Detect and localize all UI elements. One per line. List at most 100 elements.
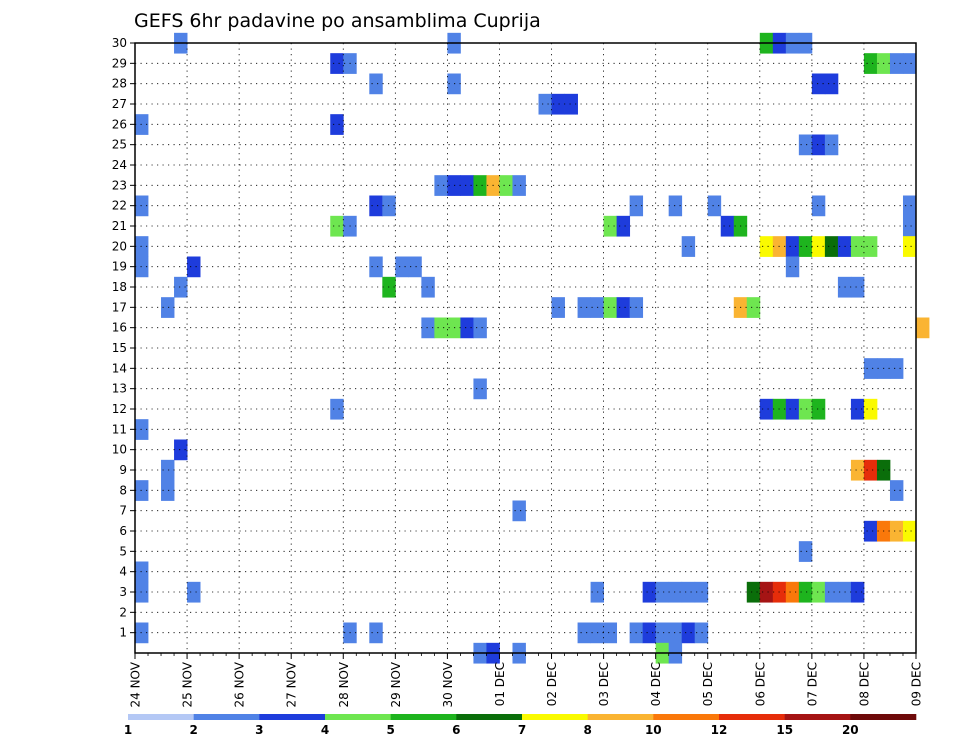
y-tick-label: 18 [112,280,127,294]
y-tick-label: 20 [112,239,127,253]
x-tick-label: 27 NOV [285,661,299,707]
heatmap-cell [564,93,578,115]
x-tick-label: 26 NOV [233,661,247,707]
heatmap-cell [889,53,904,74]
heatmap-cell [902,215,917,237]
heatmap-cell [863,358,878,379]
y-tick-label: 10 [112,443,127,457]
heatmap-cell [811,195,826,217]
heatmap-cell [889,358,904,379]
heatmap-cell [850,398,865,420]
legend-label: 20 [842,723,859,737]
x-tick-label: 01 DEC [493,662,507,706]
heatmap-cell [603,622,618,644]
heatmap-cell [668,581,683,603]
y-tick-label: 21 [112,219,127,233]
heatmap-cell [161,459,175,481]
legend-swatch [193,714,260,720]
y-tick-label: 13 [112,382,127,396]
y-tick-label: 19 [112,260,127,274]
legend-label: 7 [518,723,526,737]
y-tick-label: 22 [112,199,127,213]
heatmap-cell [811,236,826,257]
heatmap-cell [603,297,618,318]
heatmap-cell [824,236,839,257]
y-tick-label: 12 [112,402,127,416]
x-tick-label: 29 NOV [389,661,403,707]
heatmap-cell [603,215,618,237]
heatmap-cell [785,398,800,420]
heatmap-cell [642,622,657,644]
y-tick-label: 5 [119,544,127,558]
heatmap-cell [863,520,878,542]
heatmap-cell [863,236,878,257]
y-tick-label: 4 [119,565,127,579]
y-tick-label: 2 [119,605,127,619]
heatmap-cell [135,480,149,501]
x-tick-label: 28 NOV [337,661,351,707]
x-tick-label: 24 NOV [129,661,143,707]
y-tick-label: 7 [119,504,127,518]
heatmap-cell [135,195,149,217]
heatmap-cell [421,317,435,339]
x-axis: 24 NOV 25 NOV 26 NOV 27 NOV 28 NOV 29 NOV 30 N… [129,653,924,708]
heatmap-cell [551,297,565,318]
heatmap-cell [681,622,696,644]
heatmap-cell [759,236,774,257]
heatmap-cell [681,236,696,257]
heatmap-cell [889,520,904,542]
legend-swatch [784,714,851,720]
legend-label: 15 [776,723,793,737]
heatmap-cell [811,134,826,156]
heatmap-cell [759,398,774,420]
y-axis: 1234567891011121314151617181920212223242… [112,36,135,640]
heatmap-cell [187,256,201,278]
heatmap-cell [161,297,175,318]
y-tick-label: 27 [112,97,127,111]
x-tick-label: 02 DEC [545,662,559,706]
legend-label: 6 [452,723,460,737]
heatmap-cell [798,398,813,420]
heatmap-cell [434,317,448,339]
heatmap-cell [174,439,188,461]
heatmap-cell [473,378,487,400]
heatmap-cell [330,114,344,135]
x-tick-label: 08 DEC [857,662,871,706]
heatmap-cell [811,398,826,420]
heatmap-cell [616,215,631,237]
heatmap-cell [863,398,878,420]
heatmap-cell [694,622,709,644]
heatmap-cell [668,622,683,644]
heatmap-cell [135,561,149,583]
heatmap-cell [369,256,383,278]
heatmap-cell [811,73,826,95]
heatmap-cell [863,459,878,481]
x-tick-label: 30 NOV [441,661,455,707]
heatmap-cell [473,175,487,196]
heatmap-cell [538,93,552,115]
legend-swatch [325,714,391,720]
heatmap-cell [473,317,487,339]
heatmap-cell [655,622,670,644]
heatmap-cell [135,581,149,603]
heatmap-cell [135,236,149,257]
heatmap-cell [824,581,839,603]
heatmap-cells [135,32,930,664]
heatmap-cell [902,53,917,74]
x-tick-label: 03 DEC [597,662,611,706]
heatmap-cell [916,317,930,339]
y-tick-label: 9 [119,463,127,477]
heatmap-cell [655,581,670,603]
legend-swatch [587,714,654,720]
heatmap-cell [798,236,813,257]
y-tick-label: 6 [119,524,127,538]
y-tick-label: 14 [112,361,127,375]
heatmap-cell [135,114,149,135]
legend-label: 1 [124,723,132,737]
y-tick-label: 24 [112,158,127,172]
heatmap-cell [785,236,800,257]
legend-swatch [653,714,720,720]
heatmap-cell [460,317,474,339]
heatmap-cell [746,297,761,318]
